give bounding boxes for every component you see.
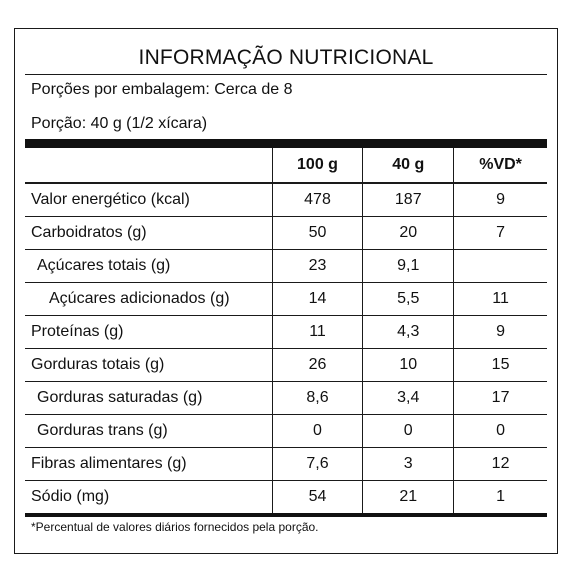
nutrient-name: Valor energético (kcal) bbox=[25, 183, 273, 217]
value-per-portion: 4,3 bbox=[362, 315, 454, 349]
table-row: Proteínas (g) 11 4,3 9 bbox=[25, 315, 547, 349]
nutrient-name: Gorduras trans (g) bbox=[25, 414, 273, 448]
value-per-100g: 0 bbox=[271, 414, 363, 448]
nutrient-name: Fibras alimentares (g) bbox=[25, 447, 273, 481]
value-per-portion: 5,5 bbox=[362, 282, 454, 316]
table-row: Açúcares adicionados (g) 14 5,5 11 bbox=[25, 282, 547, 316]
nutrition-table: 100 g 40 g %VD* Valor energético (kcal) 4… bbox=[25, 148, 547, 517]
value-per-100g: 14 bbox=[271, 282, 363, 316]
value-per-portion: 3 bbox=[362, 447, 454, 481]
table-row: Valor energético (kcal) 478 187 9 bbox=[25, 183, 547, 217]
value-per-portion: 187 bbox=[362, 183, 454, 217]
table-row: Gorduras totais (g) 26 10 15 bbox=[25, 348, 547, 382]
value-daily-percent: 9 bbox=[453, 183, 547, 217]
footnote: *Percentual de valores diários fornecido… bbox=[31, 520, 319, 534]
nutrient-name: Proteínas (g) bbox=[25, 315, 273, 349]
value-per-portion: 0 bbox=[362, 414, 454, 448]
value-per-100g: 26 bbox=[271, 348, 363, 382]
servings-per-package: Porções por embalagem: Cerca de 8 bbox=[31, 81, 293, 98]
label-title: INFORMAÇÃO NUTRICIONAL bbox=[138, 46, 434, 69]
nutrient-name: Carboidratos (g) bbox=[25, 216, 273, 250]
value-per-100g: 50 bbox=[271, 216, 363, 250]
value-per-100g: 11 bbox=[271, 315, 363, 349]
value-daily-percent: 15 bbox=[453, 348, 547, 382]
header-nutrient bbox=[25, 148, 273, 184]
table-row: Açúcares totais (g) 23 9,1 bbox=[25, 249, 547, 283]
value-per-100g: 478 bbox=[271, 183, 363, 217]
header-daily-value: %VD* bbox=[453, 148, 547, 184]
value-per-portion: 20 bbox=[362, 216, 454, 250]
value-daily-percent: 0 bbox=[453, 414, 547, 448]
nutrient-name: Açúcares adicionados (g) bbox=[25, 282, 273, 316]
header-per-portion: 40 g bbox=[362, 148, 454, 184]
value-daily-percent: 17 bbox=[453, 381, 547, 415]
value-per-portion: 10 bbox=[362, 348, 454, 382]
nutrition-facts-label: INFORMAÇÃO NUTRICIONAL Porções por embal… bbox=[14, 28, 558, 554]
value-per-portion: 9,1 bbox=[362, 249, 454, 283]
value-daily-percent: 9 bbox=[453, 315, 547, 349]
value-daily-percent: 7 bbox=[453, 216, 547, 250]
table-header-row: 100 g 40 g %VD* bbox=[25, 148, 547, 184]
table-row: Fibras alimentares (g) 7,6 3 12 bbox=[25, 447, 547, 481]
title-divider bbox=[25, 74, 547, 75]
value-per-portion: 3,4 bbox=[362, 381, 454, 415]
value-daily-percent bbox=[453, 249, 547, 283]
value-daily-percent: 11 bbox=[453, 282, 547, 316]
table-row: Sódio (mg) 54 21 1 bbox=[25, 480, 547, 517]
value-per-100g: 7,6 bbox=[271, 447, 363, 481]
value-per-100g: 23 bbox=[271, 249, 363, 283]
value-daily-percent: 1 bbox=[453, 480, 547, 517]
value-per-portion: 21 bbox=[362, 480, 454, 517]
nutrient-name: Gorduras totais (g) bbox=[25, 348, 273, 382]
header-per-100g: 100 g bbox=[271, 148, 363, 184]
table-row: Carboidratos (g) 50 20 7 bbox=[25, 216, 547, 250]
table-row: Gorduras trans (g) 0 0 0 bbox=[25, 414, 547, 448]
value-per-100g: 54 bbox=[271, 480, 363, 517]
portion-size: Porção: 40 g (1/2 xícara) bbox=[31, 115, 208, 132]
nutrient-name: Sódio (mg) bbox=[25, 480, 273, 517]
nutrient-name: Gorduras saturadas (g) bbox=[25, 381, 273, 415]
table-row: Gorduras saturadas (g) 8,6 3,4 17 bbox=[25, 381, 547, 415]
thick-divider-bar bbox=[25, 139, 547, 148]
nutrient-name: Açúcares totais (g) bbox=[25, 249, 273, 283]
value-per-100g: 8,6 bbox=[271, 381, 363, 415]
value-daily-percent: 12 bbox=[453, 447, 547, 481]
